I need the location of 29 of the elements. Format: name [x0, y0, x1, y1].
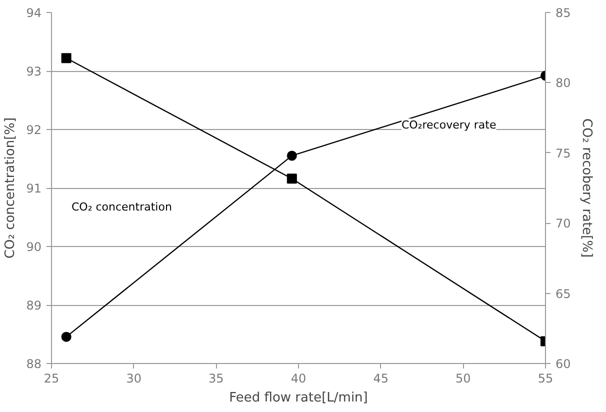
- y-tick-label: 89: [26, 298, 42, 312]
- y-tick-label: 92: [26, 123, 42, 137]
- y2-tick-label: 70: [556, 216, 571, 231]
- x-tick-label: 40: [290, 372, 306, 386]
- y2-tick-label: 65: [556, 286, 571, 301]
- annotation: CO₂recovery rate: [402, 118, 496, 132]
- y2-tick-label: 85: [556, 6, 571, 20]
- y2-tick-label: 80: [556, 76, 571, 90]
- point: [61, 332, 72, 342]
- point: [61, 53, 72, 64]
- x-tick-label: 55: [538, 372, 554, 386]
- point: [286, 150, 297, 161]
- x-tick-label: 30: [126, 372, 142, 386]
- point: [286, 174, 297, 184]
- y-tick-label: 91: [26, 182, 42, 196]
- y2-axis-title: CO₂ recobery rate[%]: [578, 118, 594, 258]
- x-tick-label: 50: [456, 372, 471, 386]
- x-tick-label: 25: [44, 372, 60, 386]
- y2-tick-label: 60: [556, 357, 571, 371]
- x-axis-title: Feed flow rate[L/min]: [229, 390, 368, 406]
- x-tick-label: 45: [373, 372, 388, 386]
- y-tick-label: 88: [26, 357, 42, 371]
- y-tick-label: 94: [26, 6, 42, 20]
- y-tick-label: 90: [26, 240, 42, 254]
- annotation: CO₂ concentration: [72, 200, 172, 214]
- y2-tick-label: 75: [556, 146, 571, 160]
- x-tick-label: 35: [208, 372, 224, 386]
- y-tick-label: 93: [26, 64, 42, 78]
- y-axis-title: CO₂ concentration[%]: [3, 117, 18, 259]
